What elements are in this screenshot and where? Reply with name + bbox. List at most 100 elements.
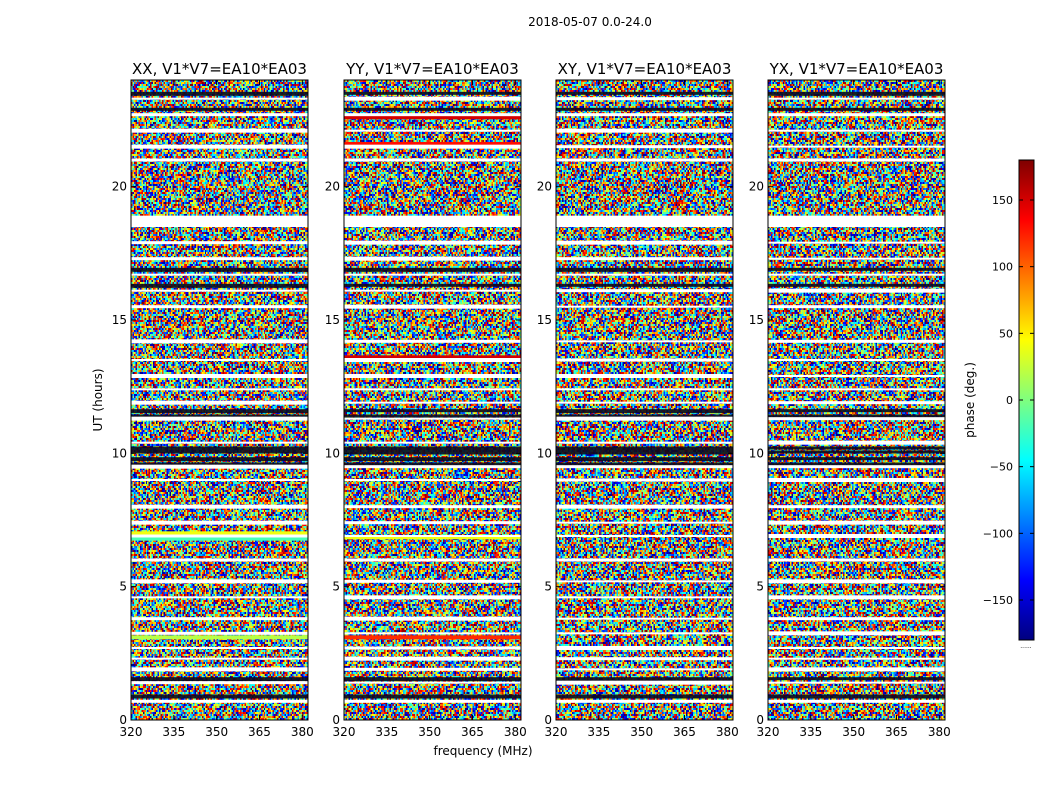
dark-band (556, 450, 733, 455)
flagged-band (344, 656, 521, 661)
flagged-band (131, 681, 308, 685)
flagged-band (768, 534, 945, 538)
y-tick-label: 0 (119, 713, 127, 727)
colorbar-tick-label: −150 (983, 594, 1013, 607)
flagged-band (768, 241, 945, 244)
dark-band (556, 462, 733, 466)
flagged-band (131, 305, 308, 309)
y-tick-label: 5 (756, 580, 764, 594)
flagged-band (131, 464, 308, 469)
panel-1-heatmap (131, 80, 308, 720)
y-axis-label: UT (hours) (91, 368, 105, 431)
colorbar-label: phase (deg.) (963, 362, 977, 438)
flagged-band (131, 520, 308, 525)
flagged-band (768, 375, 945, 377)
dark-band (344, 677, 521, 682)
flagged-band (344, 681, 521, 684)
flagged-band (768, 617, 945, 621)
flagged-band (768, 667, 945, 672)
flagged-band (344, 96, 521, 101)
dark-band (131, 107, 308, 111)
flagged-band (768, 579, 945, 584)
flagged-band (131, 558, 308, 562)
panel-3-title: XY, V1*V7=EA10*EA03 (558, 60, 732, 78)
flagged-band (556, 680, 733, 685)
flagged-band (131, 144, 308, 149)
flagged-band (768, 339, 945, 343)
flagged-band (556, 558, 733, 562)
x-tick-label: 320 (333, 725, 356, 739)
flagged-band (768, 288, 945, 293)
colorbar-tick-label: 100 (992, 261, 1013, 274)
x-tick-label: 335 (162, 725, 185, 739)
flagged-band (556, 478, 733, 482)
flagged-band (131, 257, 308, 261)
flagged-band (768, 401, 945, 405)
x-tick-label: 350 (842, 725, 865, 739)
flagged-band (768, 113, 945, 117)
dark-band (344, 267, 521, 272)
flagged-band (556, 504, 733, 509)
y-tick-label: 0 (544, 713, 552, 727)
phase-band (131, 536, 308, 541)
flagged-band (556, 374, 733, 378)
flagged-band (131, 617, 308, 621)
flagged-band (556, 221, 733, 227)
flagged-band (768, 359, 945, 361)
dark-band (344, 283, 521, 287)
flagged-band (556, 273, 733, 276)
flagged-band (768, 681, 945, 684)
flagged-band (131, 534, 308, 538)
colorbar-tick-label: −100 (983, 527, 1013, 540)
flagged-band (131, 441, 308, 444)
panel-2-heatmap (344, 80, 521, 720)
flagged-band (556, 305, 733, 308)
flagged-band (131, 667, 308, 672)
flagged-band (556, 668, 733, 671)
flagged-band (344, 388, 521, 391)
dark-band (344, 457, 521, 462)
x-tick-label: 380 (716, 725, 739, 739)
x-tick-label: 350 (205, 725, 228, 739)
dark-band (131, 409, 308, 414)
flagged-band (131, 215, 308, 222)
flagged-band (131, 158, 308, 162)
phase-band (344, 355, 521, 360)
phase-band (131, 531, 308, 536)
colorbar-tick-label: 150 (992, 194, 1013, 207)
flagged-band (344, 558, 521, 562)
flagged-band (344, 579, 521, 583)
dark-band (768, 457, 945, 461)
flagged-band (556, 416, 733, 421)
panel-3-frame (555, 79, 734, 721)
flagged-band (768, 97, 945, 100)
flagged-band (556, 388, 733, 391)
x-tick-label: 365 (885, 725, 908, 739)
colorbar: 150 100 50 0 −50 −100 −150 (983, 159, 1035, 641)
phase-band (344, 635, 521, 640)
flagged-band (344, 505, 521, 509)
panel-4: YX, V1*V7=EA10*EA03 320 335 350 365 380 0 5 10 15… (749, 60, 951, 739)
flagged-band (344, 339, 521, 343)
flagged-band (768, 158, 945, 162)
dark-band (768, 409, 945, 413)
y-tick-label: 10 (112, 446, 127, 460)
x-tick-label: 320 (545, 725, 568, 739)
dark-band (131, 283, 308, 288)
dark-band (344, 694, 521, 699)
y-tick-label: 15 (749, 313, 764, 327)
flagged-band (344, 221, 521, 227)
flagged-band (556, 257, 733, 261)
flagged-band (768, 631, 945, 636)
y-tick-label: 5 (544, 580, 552, 594)
dark-band (768, 450, 945, 454)
flagged-band (768, 520, 945, 525)
flagged-band (344, 374, 521, 378)
flagged-band (344, 304, 521, 309)
dark-band (556, 107, 733, 111)
flagged-band (131, 289, 308, 292)
dark-band (768, 91, 945, 96)
y-tick-label: 20 (325, 180, 340, 194)
flagged-band (556, 145, 733, 149)
flagged-band (556, 97, 733, 101)
